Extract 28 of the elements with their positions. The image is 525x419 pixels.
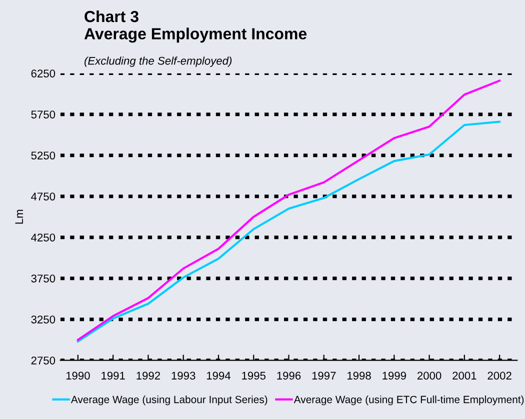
y-tick-label: 6250 [31,70,56,78]
chart-subtitle: (Excluding the Self-employed) [84,56,232,67]
y-tick-label: 4750 [31,192,56,200]
y-tick-label: 3250 [31,316,56,324]
chart-title: Chart 3 Average Employment Income [84,10,307,43]
y-axis-title: Lm [15,210,23,224]
x-tick-label: 1994 [206,372,231,380]
x-tick-label: 1993 [172,372,196,380]
y-tick-label: 4250 [31,234,56,242]
x-tick-label: 1991 [102,372,125,380]
x-tick-label: 1998 [348,372,371,380]
y-tick-label: 3750 [31,274,56,282]
legend-label: Average Wage (using Labour Input Series) [70,396,268,406]
x-tick-label: 1990 [66,372,90,380]
y-tick-label: 5750 [31,110,56,118]
x-tick-label: 1996 [277,372,301,380]
x-tick-label: 1999 [382,372,406,380]
x-tick-label: 1997 [312,372,336,380]
y-tick-label: 2750 [31,356,56,364]
line-series [76,120,501,343]
line-series [76,80,501,341]
x-tick-label: 2001 [452,372,476,380]
legend-label: Average Wage (using ETC Full-time Employment) [294,396,524,406]
x-tick-label: 1995 [242,372,266,380]
y-tick-label: 5250 [31,152,56,160]
x-tick-label: 2000 [417,372,442,380]
x-tick-label: 2002 [488,372,512,380]
x-tick-label: 1992 [136,372,160,380]
